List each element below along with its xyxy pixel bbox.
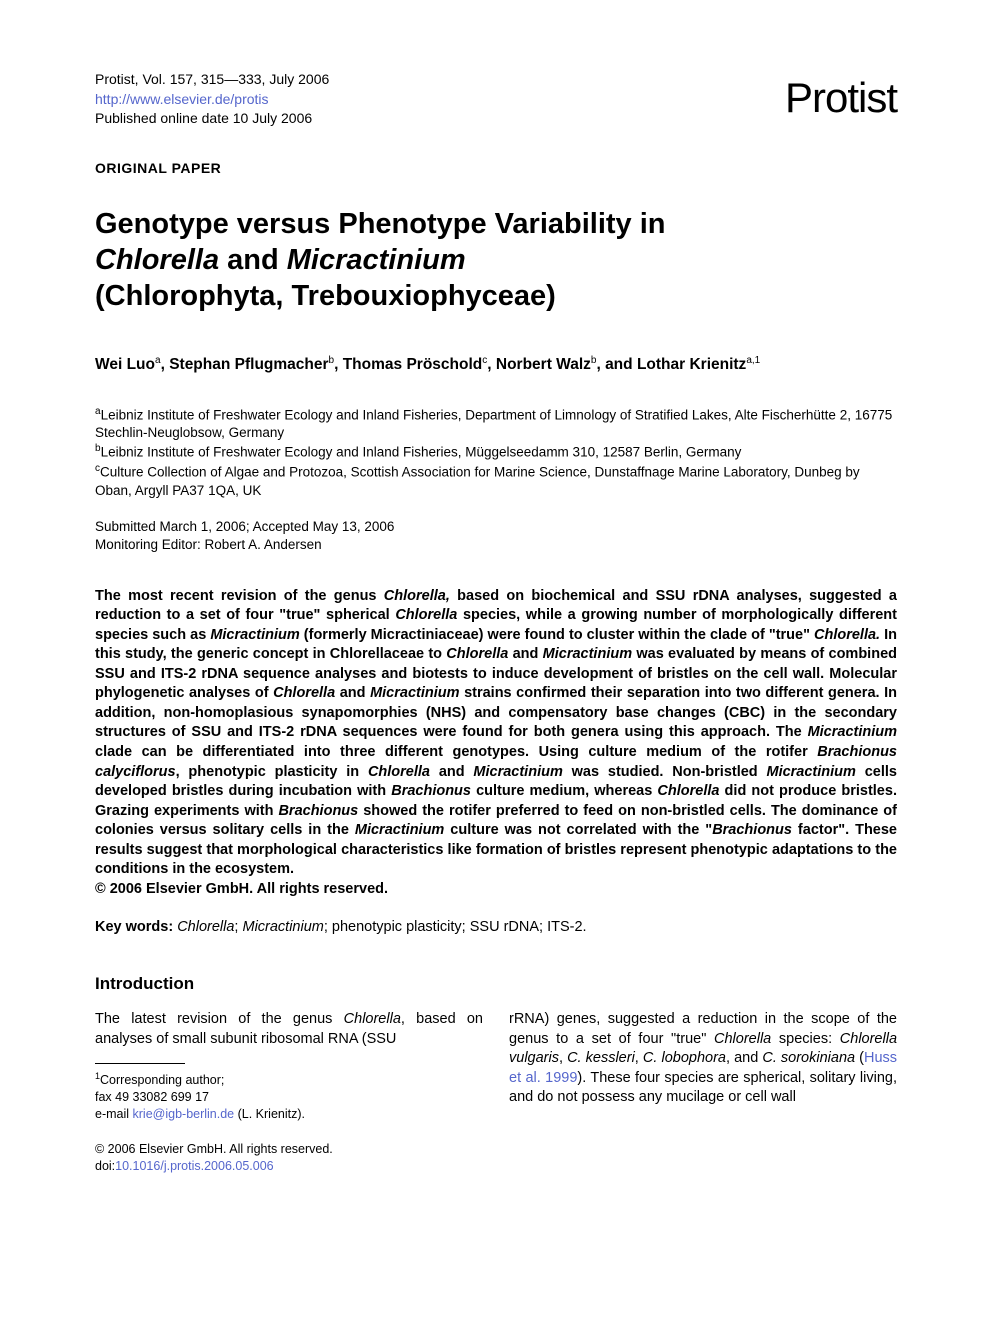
published-online: Published online date 10 July 2006 — [95, 109, 329, 129]
keywords-rest: ; phenotypic plasticity; SSU rDNA; ITS-2… — [324, 919, 587, 935]
abstract-italic: Micractinium — [808, 724, 897, 740]
email-link[interactable]: krie@igb-berlin.de — [133, 1107, 235, 1121]
email-name: (L. Krienitz). — [234, 1107, 305, 1121]
author-affil-sup: a,1 — [746, 355, 760, 366]
body-text: , — [635, 1050, 643, 1066]
abstract-italic: Micractinium — [543, 646, 632, 662]
affiliation-line: cCulture Collection of Algae and Protozo… — [95, 462, 897, 500]
submitted-accepted: Submitted March 1, 2006; Accepted May 13… — [95, 518, 897, 536]
citation-line: Protist, Vol. 157, 315—333, July 2006 — [95, 70, 329, 90]
abstract-italic: Micractinium — [766, 764, 855, 780]
body-italic: Chlorella — [714, 1031, 771, 1047]
title-italic: Micractinium — [287, 244, 466, 276]
footnotes-block: 1Corresponding author; fax 49 33082 699 … — [95, 1070, 483, 1123]
author-name: Lothar Krienitz — [637, 357, 746, 374]
email-line: e-mail krie@igb-berlin.de (L. Krienitz). — [95, 1106, 483, 1123]
body-text: species: — [771, 1031, 840, 1047]
body-text: ( — [855, 1050, 864, 1066]
affiliations-block: aLeibniz Institute of Freshwater Ecology… — [95, 405, 897, 501]
abstract-italic: Brachionus — [391, 783, 471, 799]
abstract-text: , phenotypic plasticity in — [176, 764, 368, 780]
monitoring-editor: Monitoring Editor: Robert A. Andersen — [95, 536, 897, 554]
right-column: rRNA) genes, suggested a reduction in th… — [509, 1010, 897, 1175]
abstract-italic: Micractinium — [210, 627, 299, 643]
keywords-line: Key words: Chlorella; Micractinium; phen… — [95, 918, 897, 938]
abstract-text: was studied. Non-bristled — [563, 764, 767, 780]
abstract-text: and — [430, 764, 473, 780]
body-text: , — [559, 1050, 567, 1066]
abstract-text: (formerly Micractiniaceae) were found to… — [300, 627, 814, 643]
abstract-italic: Micractinium — [473, 764, 562, 780]
abstract-text: and — [508, 646, 542, 662]
page-header: Protist, Vol. 157, 315—333, July 2006 ht… — [95, 70, 897, 129]
abstract-italic: Brachionus — [712, 822, 792, 838]
body-italic: Chlorella — [344, 1011, 401, 1027]
body-italic: C. kessleri — [567, 1050, 635, 1066]
abstract-italic: Chlorella — [368, 764, 430, 780]
abstract-italic: Chlorella — [657, 783, 719, 799]
abstract-italic: Chlorella. — [814, 627, 880, 643]
affiliation-line: aLeibniz Institute of Freshwater Ecology… — [95, 405, 897, 443]
authors-line: Wei Luoa, Stephan Pflugmacherb, Thomas P… — [95, 354, 897, 376]
abstract-text: The most recent revision of the genus — [95, 588, 384, 604]
dates-block: Submitted March 1, 2006; Accepted May 13… — [95, 518, 897, 554]
corresponding-author: 1Corresponding author; — [95, 1070, 483, 1089]
author-name: Wei Luo — [95, 357, 155, 374]
abstract-italic: Chlorella — [446, 646, 508, 662]
body-italic: C. lobophora — [643, 1050, 726, 1066]
doi-link[interactable]: 10.1016/j.protis.2006.05.006 — [115, 1159, 273, 1173]
body-text: , and — [726, 1050, 762, 1066]
abstract-text: culture medium, whereas — [471, 783, 657, 799]
body-text: The latest revision of the genus — [95, 1011, 344, 1027]
citation-block: Protist, Vol. 157, 315—333, July 2006 ht… — [95, 70, 329, 129]
keyword-italic: Chlorella — [177, 919, 234, 935]
title-italic: Chlorella — [95, 244, 219, 276]
abstract-italic: Chlorella — [273, 685, 335, 701]
intro-paragraph: rRNA) genes, suggested a reduction in th… — [509, 1010, 897, 1108]
abstract-block: The most recent revision of the genus Ch… — [95, 587, 897, 900]
title-part: Genotype versus Phenotype Variability in — [95, 208, 666, 240]
affiliation-line: bLeibniz Institute of Freshwater Ecology… — [95, 442, 897, 462]
journal-logo: Protist — [785, 70, 897, 127]
abstract-italic: Micractinium — [355, 822, 444, 838]
sep: , — [334, 357, 343, 374]
fax-line: fax 49 33082 699 17 — [95, 1089, 483, 1106]
affil-text: Leibniz Institute of Freshwater Ecology … — [95, 407, 892, 440]
sep: , — [161, 357, 170, 374]
paper-title: Genotype versus Phenotype Variability in… — [95, 206, 897, 315]
author-name: Stephan Pflugmacher — [169, 357, 328, 374]
title-part: (Chlorophyta, Trebouxiophyceae) — [95, 280, 556, 312]
abstract-text: culture was not correlated with the " — [444, 822, 712, 838]
footnote-text: Corresponding author; — [100, 1073, 224, 1087]
footer-doi-line: doi:10.1016/j.protis.2006.05.006 — [95, 1158, 483, 1175]
abstract-text: clade can be differentiated into three d… — [95, 744, 817, 760]
paper-type-label: ORIGINAL PAPER — [95, 159, 897, 178]
abstract-italic: Micractinium — [370, 685, 459, 701]
title-part: and — [219, 244, 287, 276]
abstract-text: and — [335, 685, 370, 701]
abstract-italic: Brachionus — [278, 803, 358, 819]
section-heading-introduction: Introduction — [95, 973, 897, 996]
abstract-copyright: © 2006 Elsevier GmbH. All rights reserve… — [95, 881, 388, 897]
affil-text: Leibniz Institute of Freshwater Ecology … — [101, 445, 742, 460]
keyword-italic: Micractinium — [242, 919, 323, 935]
body-italic: C. sorokiniana — [762, 1050, 855, 1066]
footer-copyright: © 2006 Elsevier GmbH. All rights reserve… — [95, 1141, 483, 1158]
doi-label: doi: — [95, 1159, 115, 1173]
left-column: The latest revision of the genus Chlorel… — [95, 1010, 483, 1175]
keywords-label: Key words: — [95, 919, 177, 935]
footnote-rule — [95, 1063, 185, 1064]
sep: , — [487, 357, 496, 374]
affil-text: Culture Collection of Algae and Protozoa… — [95, 465, 860, 498]
abstract-italic: Chlorella — [395, 607, 457, 623]
body-two-column: The latest revision of the genus Chlorel… — [95, 1010, 897, 1175]
abstract-italic: Chlorella, — [384, 588, 450, 604]
author-name: Thomas Pröschold — [343, 357, 483, 374]
sep: , and — [596, 357, 636, 374]
journal-url[interactable]: http://www.elsevier.de/protis — [95, 90, 329, 110]
email-label: e-mail — [95, 1107, 133, 1121]
intro-paragraph: The latest revision of the genus Chlorel… — [95, 1010, 483, 1049]
author-name: Norbert Walz — [496, 357, 591, 374]
page-footer: © 2006 Elsevier GmbH. All rights reserve… — [95, 1141, 483, 1175]
